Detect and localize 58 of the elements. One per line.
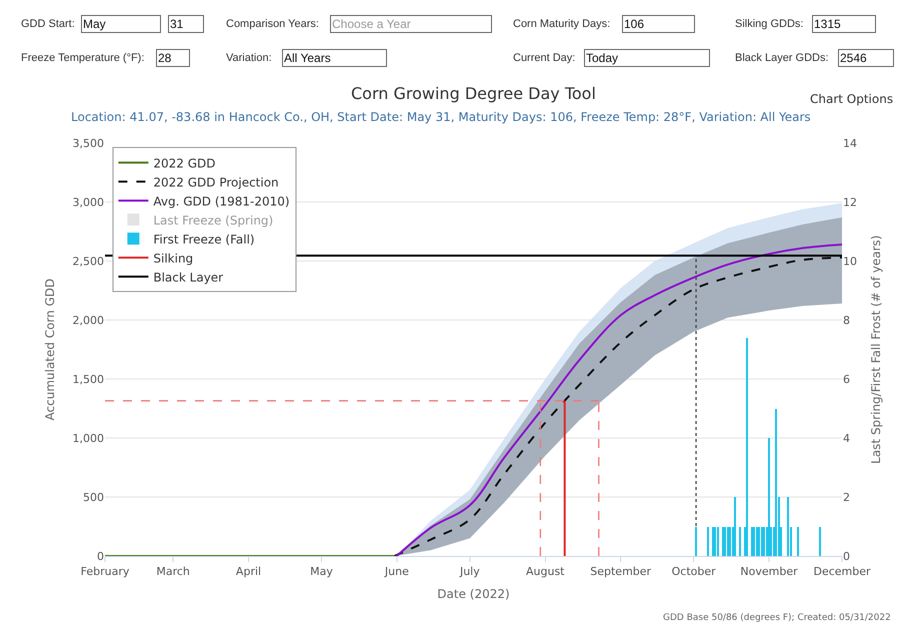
x-tick-label: March bbox=[156, 565, 190, 578]
y-tick-label: 3,500 bbox=[72, 136, 104, 150]
x-axis-title: Date (2022) bbox=[437, 587, 510, 602]
legend-label: Black Layer bbox=[153, 270, 224, 284]
legend-label: 2022 GDD bbox=[153, 156, 216, 170]
text: GDD Base 50/86 (degrees F); Created: 05/31/2022 bbox=[663, 613, 891, 623]
text: All Years bbox=[284, 51, 331, 65]
text: 2546 bbox=[840, 51, 868, 65]
y2-tick-label: 10 bbox=[843, 254, 857, 268]
x-tick-label: February bbox=[80, 565, 130, 578]
text: Silking GDDs: bbox=[735, 18, 804, 30]
x-tick-label: July bbox=[458, 565, 480, 578]
y2-tick-label: 12 bbox=[843, 196, 857, 209]
x-tick-label: November bbox=[740, 565, 798, 578]
text: May bbox=[83, 17, 106, 31]
x-tick-label: December bbox=[813, 565, 871, 578]
text: Corn Maturity Days: bbox=[513, 18, 610, 30]
text: 106 bbox=[624, 17, 644, 31]
y-tick-label: 500 bbox=[83, 490, 104, 504]
y2-tick-label: 8 bbox=[843, 314, 850, 327]
text: Black Layer GDDs: bbox=[735, 52, 829, 64]
text: 28 bbox=[158, 51, 172, 65]
legend-label: Avg. GDD (1981-2010) bbox=[153, 194, 290, 208]
y-tick-label: 3,000 bbox=[72, 196, 104, 209]
x-tick-label: April bbox=[236, 565, 262, 578]
x-tick-label: May bbox=[310, 565, 334, 578]
text: 31 bbox=[170, 17, 184, 31]
y2-tick-label: 2 bbox=[843, 490, 850, 504]
legend-label: Silking bbox=[153, 251, 194, 266]
chart-title: Corn Growing Degree Day Tool bbox=[351, 84, 596, 103]
x-tick-label: October bbox=[672, 565, 716, 578]
text: GDD Start: bbox=[21, 18, 75, 30]
legend-label: 2022 GDD Projection bbox=[153, 175, 279, 190]
y-tick-label: 0 bbox=[97, 550, 104, 563]
text: 1315 bbox=[814, 17, 842, 31]
x-tick-label: June bbox=[384, 565, 410, 578]
y-tick-label: 1,500 bbox=[72, 372, 104, 386]
y-axis-title: Accumulated Corn GDD bbox=[42, 278, 57, 420]
legend-label: First Freeze (Fall) bbox=[153, 232, 255, 246]
y2-tick-label: 0 bbox=[843, 550, 850, 563]
text: Today bbox=[586, 51, 618, 65]
y2-tick-label: 4 bbox=[843, 432, 850, 445]
text: Freeze Temperature (°F): bbox=[21, 52, 144, 64]
text: Chart Options bbox=[810, 92, 894, 106]
text: Choose a Year bbox=[332, 17, 411, 31]
legend-label: Last Freeze (Spring) bbox=[153, 213, 274, 228]
y-tick-label: 2,000 bbox=[72, 314, 104, 327]
y2-tick-label: 14 bbox=[843, 136, 857, 150]
x-tick-label: August bbox=[526, 565, 566, 578]
text: Current Day: bbox=[513, 52, 576, 64]
text: Variation: bbox=[226, 52, 272, 64]
y-tick-label: 2,500 bbox=[72, 254, 104, 268]
y2-axis-title: Last Spring/First Fall Frost (# of years) bbox=[868, 235, 883, 464]
chart-subtitle: Location: 41.07, -83.68 in Hancock Co., OH, Start Date: May 31, Maturity Days: 106, Freeze Temp: 28°F, Variation: All Years bbox=[71, 110, 811, 124]
x-tick-label: September bbox=[590, 565, 652, 578]
text: Comparison Years: bbox=[226, 18, 319, 30]
y2-tick-label: 6 bbox=[843, 372, 850, 386]
y-tick-label: 1,000 bbox=[72, 432, 104, 445]
